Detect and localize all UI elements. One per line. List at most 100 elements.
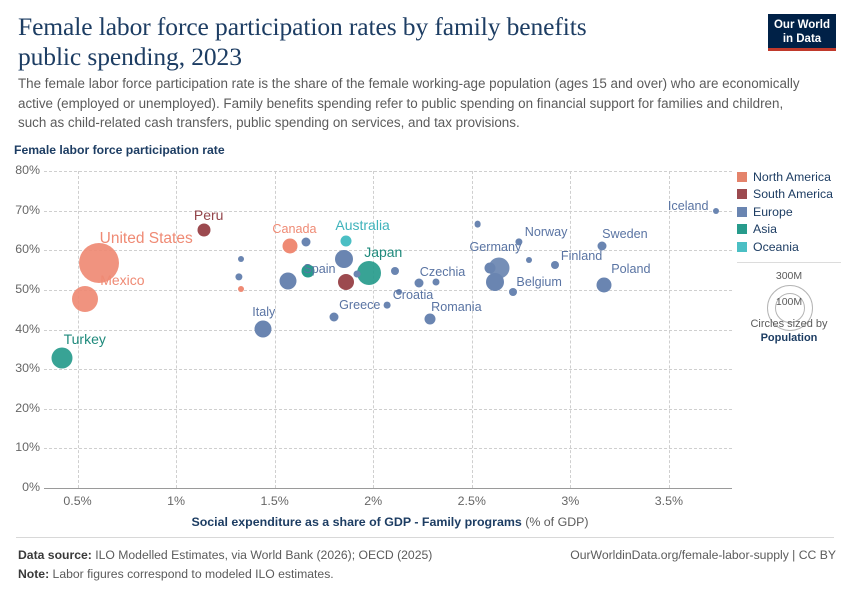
data-point-bubble[interactable] bbox=[79, 243, 120, 284]
data-point-label[interactable]: Iceland bbox=[667, 199, 709, 214]
data-point-label[interactable]: Greece bbox=[339, 297, 381, 312]
y-axis-tick-label: 10% bbox=[15, 440, 40, 455]
data-point-bubble[interactable] bbox=[395, 289, 402, 296]
x-axis-baseline bbox=[44, 488, 732, 489]
gridline-horizontal bbox=[44, 210, 732, 212]
size-legend-circle-300m bbox=[767, 285, 813, 331]
data-point-bubble[interactable] bbox=[353, 270, 361, 278]
data-point-bubble[interactable] bbox=[484, 262, 496, 274]
data-point-bubble[interactable] bbox=[486, 273, 505, 292]
x-axis-title-text: Social expenditure as a share of GDP - F… bbox=[191, 515, 522, 529]
y-axis-tick-label: 20% bbox=[15, 400, 40, 415]
data-point-bubble[interactable] bbox=[596, 277, 612, 293]
data-point-bubble[interactable] bbox=[432, 278, 440, 286]
data-point-bubble[interactable] bbox=[301, 264, 315, 278]
y-axis-tick-label: 50% bbox=[15, 281, 40, 296]
owid-url-link[interactable]: OurWorldinData.org/female-labor-supply |… bbox=[570, 548, 836, 562]
gridline-horizontal bbox=[44, 448, 732, 450]
data-point-bubble[interactable] bbox=[235, 273, 243, 281]
chart-footer: Data source: ILO Modelled Estimates, via… bbox=[18, 546, 836, 584]
size-legend-caption-line2: Population bbox=[760, 332, 818, 344]
continent-legend: North America South America Europe Asia Ocea… bbox=[737, 168, 847, 256]
footer-divider bbox=[16, 537, 834, 538]
data-point-label[interactable]: Turkey bbox=[63, 331, 106, 348]
data-point-label[interactable]: Australia bbox=[335, 216, 390, 233]
data-point-bubble[interactable] bbox=[597, 241, 607, 251]
legend-item-south-america[interactable]: South America bbox=[737, 186, 847, 204]
data-point-bubble[interactable] bbox=[525, 256, 532, 263]
data-point-label[interactable]: Romania bbox=[431, 300, 482, 315]
x-axis-tick-label: 1.5% bbox=[260, 494, 289, 508]
data-point-bubble[interactable] bbox=[238, 286, 245, 293]
y-axis-title: Female labor force participation rate bbox=[14, 143, 225, 157]
data-point-label[interactable]: Japan bbox=[364, 243, 403, 260]
x-axis-tick-label: 1% bbox=[167, 494, 186, 508]
size-legend-divider bbox=[737, 262, 841, 263]
data-point-label[interactable]: Sweden bbox=[602, 227, 648, 242]
data-point-label[interactable]: Mexico bbox=[100, 272, 145, 289]
data-point-bubble[interactable] bbox=[282, 238, 298, 254]
data-point-label[interactable]: Czechia bbox=[419, 264, 466, 279]
data-point-label[interactable]: Croatia bbox=[392, 288, 434, 303]
y-axis-tick-label: 60% bbox=[15, 242, 40, 257]
legend-item-north-america[interactable]: North America bbox=[737, 168, 847, 186]
data-source-line: Data source: ILO Modelled Estimates, via… bbox=[18, 546, 836, 565]
data-point-bubble[interactable] bbox=[424, 313, 436, 325]
data-point-bubble[interactable] bbox=[390, 266, 399, 275]
data-point-bubble[interactable] bbox=[414, 278, 424, 288]
data-point-label[interactable]: Belgium bbox=[516, 274, 562, 289]
legend-item-label: Asia bbox=[753, 222, 777, 237]
gridline-horizontal bbox=[44, 329, 732, 331]
x-axis-title-unit: (% of GDP) bbox=[525, 515, 589, 529]
gridline-vertical bbox=[373, 171, 375, 488]
data-point-bubble[interactable] bbox=[334, 250, 353, 269]
data-point-bubble[interactable] bbox=[72, 286, 99, 313]
data-point-bubble[interactable] bbox=[550, 261, 559, 270]
note-text: Labor figures correspond to modeled ILO … bbox=[52, 567, 334, 581]
data-point-bubble[interactable] bbox=[340, 235, 352, 247]
data-point-bubble[interactable] bbox=[337, 273, 354, 290]
legend-item-asia[interactable]: Asia bbox=[737, 221, 847, 239]
data-point-bubble[interactable] bbox=[254, 320, 272, 338]
data-point-label[interactable]: Norway bbox=[524, 224, 568, 239]
data-point-label[interactable]: Italy bbox=[252, 304, 276, 319]
data-source-text: ILO Modelled Estimates, via World Bank (… bbox=[95, 548, 433, 562]
data-point-bubble[interactable] bbox=[357, 260, 382, 285]
data-point-bubble[interactable] bbox=[51, 347, 73, 369]
data-point-label[interactable]: Peru bbox=[193, 207, 224, 224]
data-point-bubble[interactable] bbox=[238, 255, 245, 262]
y-axis-tick-label: 80% bbox=[15, 163, 40, 177]
data-point-bubble[interactable] bbox=[383, 301, 391, 309]
owid-logo-line2: in Data bbox=[782, 33, 822, 45]
x-axis-tick-label: 3% bbox=[561, 494, 580, 508]
x-axis-tick-label: 0.5% bbox=[63, 494, 92, 508]
data-point-bubble[interactable] bbox=[474, 220, 482, 228]
data-point-bubble[interactable] bbox=[329, 312, 339, 322]
gridline-horizontal bbox=[44, 171, 732, 172]
data-point-bubble[interactable] bbox=[713, 208, 720, 215]
note-label: Note: bbox=[18, 567, 50, 581]
legend-swatch-icon bbox=[737, 171, 747, 182]
legend-item-oceania[interactable]: Oceania bbox=[737, 238, 847, 256]
owid-logo[interactable]: Our World in Data bbox=[768, 14, 836, 51]
data-point-label[interactable]: Germany bbox=[469, 239, 522, 254]
data-point-label[interactable]: Spain bbox=[303, 262, 336, 277]
legend-swatch-icon bbox=[737, 241, 747, 252]
gridline-horizontal bbox=[44, 369, 732, 371]
data-point-bubble[interactable] bbox=[301, 237, 311, 247]
data-point-label[interactable]: United States bbox=[99, 230, 193, 248]
data-point-label[interactable]: Poland bbox=[611, 262, 651, 277]
gridline-vertical bbox=[176, 171, 178, 488]
data-point-bubble[interactable] bbox=[197, 223, 211, 237]
data-point-bubble[interactable] bbox=[509, 287, 518, 296]
data-point-label[interactable]: Canada bbox=[272, 222, 317, 237]
x-axis-tick-label: 3.5% bbox=[654, 494, 684, 508]
legend-item-europe[interactable]: Europe bbox=[737, 203, 847, 221]
size-legend-caption-line1: Circles sized by bbox=[750, 318, 828, 330]
data-point-bubble[interactable] bbox=[279, 272, 297, 290]
legend-item-label: Oceania bbox=[753, 239, 799, 254]
data-point-label[interactable]: Finland bbox=[560, 249, 603, 264]
data-point-bubble[interactable] bbox=[488, 257, 510, 279]
gridline-vertical bbox=[668, 171, 670, 488]
data-point-bubble[interactable] bbox=[515, 238, 523, 246]
